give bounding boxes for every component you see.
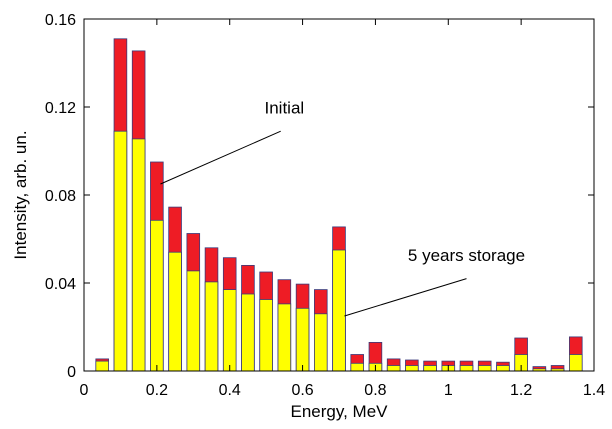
bar-storage-7 — [222, 289, 237, 372]
bar-storage-17 — [405, 365, 419, 372]
tick-labels-layer: 0 0.2 0.4 0.6 0.8 1 1.2 1.4 0 0.04 0.08 0.12 0.16 — [45, 12, 605, 399]
ticks-layer — [83, 18, 595, 372]
bar-storage-20 — [459, 365, 474, 372]
bar-storage-3 — [150, 219, 164, 372]
y-tick-label-0: 0 — [67, 364, 76, 381]
bar-storage-9 — [259, 299, 273, 372]
bar-storage-11 — [295, 307, 310, 372]
bar-storage-10 — [277, 303, 292, 372]
bar-storage-4 — [168, 251, 182, 372]
bar-storage-14 — [350, 362, 364, 372]
annotation-label-0: Initial — [265, 99, 305, 118]
y-tick-label-2: 0.08 — [45, 188, 76, 205]
bar-storage-0 — [95, 360, 109, 372]
annotations-layer: Initial 5 years storage — [160, 99, 525, 317]
x-tick-label-6: 1.2 — [510, 382, 532, 399]
y-tick-label-4: 0.16 — [45, 12, 76, 29]
bar-storage-22 — [496, 365, 510, 372]
y-tick-label-3: 0.12 — [45, 100, 76, 117]
annotation-label-1: 5 years storage — [408, 246, 525, 265]
bar-storage-6 — [204, 281, 219, 372]
x-tick-label-5: 1 — [444, 382, 453, 399]
x-tick-label-7: 1.4 — [583, 382, 605, 399]
bar-storage-26 — [569, 354, 583, 372]
x-tick-label-3: 0.6 — [291, 382, 313, 399]
bar-storage-2 — [131, 138, 146, 372]
bar-storage-16 — [386, 365, 401, 372]
bars-layer — [95, 38, 583, 372]
annotation-pointer-1 — [344, 278, 467, 317]
y-tick-label-1: 0.04 — [45, 276, 76, 293]
bar-storage-21 — [477, 365, 492, 372]
x-tick-label-1: 0.2 — [146, 382, 168, 399]
bar-storage-8 — [241, 293, 255, 372]
bar-storage-18 — [423, 365, 437, 372]
bar-storage-5 — [186, 270, 201, 372]
x-tick-label-2: 0.4 — [219, 382, 241, 399]
x-tick-label-4: 0.8 — [364, 382, 386, 399]
y-axis-title: Intensity, arb. un. — [11, 130, 30, 259]
x-tick-label-0: 0 — [80, 382, 89, 399]
annotation-pointer-0 — [160, 130, 281, 185]
bar-storage-13 — [332, 249, 346, 372]
bar-storage-12 — [314, 313, 328, 372]
bar-storage-1 — [113, 130, 128, 372]
x-axis-title: Energy, MeV — [290, 402, 388, 421]
